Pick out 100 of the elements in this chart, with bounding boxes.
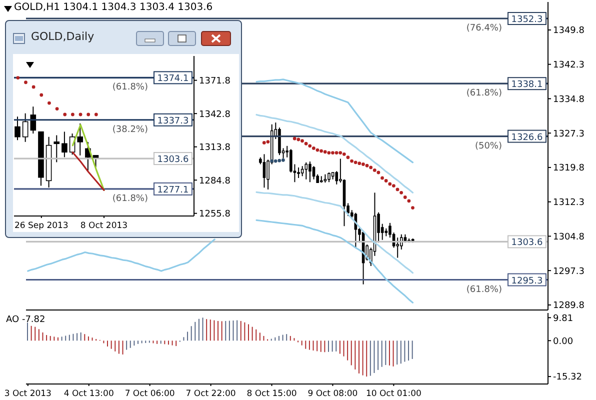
- point: [396, 188, 400, 192]
- y-tick-label: 1327.3: [553, 129, 584, 140]
- y-tick-label: 1319.8: [553, 164, 585, 174]
- point: [350, 159, 354, 163]
- ref-line-label: 1337.3: [157, 116, 189, 126]
- y-tick-label: 1312.3: [553, 198, 584, 208]
- annotation: (61.8%): [112, 194, 148, 204]
- line-series: [256, 78, 414, 164]
- point: [323, 150, 327, 154]
- y-tick-label: 1349.8: [553, 26, 585, 36]
- point: [32, 85, 36, 89]
- y-tick-label: 1313.8: [199, 143, 231, 154]
- point: [411, 206, 414, 210]
- y-tick-label: -15.32: [553, 372, 582, 383]
- x-tick-label: 3 Oct 2013: [4, 389, 52, 399]
- point: [312, 146, 316, 150]
- point: [346, 156, 350, 160]
- point: [334, 151, 338, 154]
- ref-line-label: 1295.3: [511, 276, 543, 286]
- y-tick-label: 1371.8: [199, 76, 231, 87]
- point: [266, 140, 270, 144]
- annotation: (38.2%): [112, 124, 148, 135]
- annotation: (61.8%): [466, 284, 502, 295]
- annotation: (61.8%): [112, 82, 148, 93]
- annotation: (50%): [474, 141, 502, 152]
- y-tick-label: 1289.8: [553, 301, 585, 312]
- point: [86, 112, 90, 116]
- point: [63, 112, 67, 116]
- candlestick: [278, 127, 281, 156]
- candlestick: [328, 172, 330, 183]
- x-tick-label: 4 Oct 13:00: [64, 389, 114, 399]
- y-tick-label: 1284.8: [199, 176, 231, 186]
- y-tick-label: 1304.8: [553, 232, 585, 242]
- ref-line-label: 1338.1: [511, 80, 543, 90]
- line-series: [256, 191, 414, 274]
- ref-line-label: 1277.1: [157, 185, 189, 196]
- point: [384, 179, 388, 182]
- point: [392, 184, 396, 188]
- x-tick-label: 9 Oct 08:00: [308, 389, 358, 399]
- y-tick-label: 1342.3: [553, 60, 584, 71]
- candlestick: [308, 161, 312, 183]
- line-series: [256, 114, 414, 194]
- x-tick-label: 10 Oct 01:00: [366, 389, 422, 399]
- x-tick-label: 8 Oct 2013: [80, 221, 128, 231]
- point: [296, 138, 300, 142]
- candlestick: [14, 116, 20, 141]
- point: [48, 101, 51, 105]
- x-tick-label: 26 Sep 2013: [14, 221, 68, 231]
- candlestick: [297, 166, 300, 178]
- point: [24, 80, 28, 84]
- annotation: (76.4%): [466, 24, 502, 34]
- candlestick: [312, 166, 316, 180]
- y-tick-label: 0.00: [553, 336, 574, 347]
- point: [78, 112, 82, 116]
- point: [94, 112, 98, 116]
- candlestick: [300, 166, 304, 177]
- point: [338, 151, 342, 154]
- ref-line-label: 1303.6: [511, 238, 544, 248]
- point: [403, 196, 407, 199]
- candlestick: [335, 170, 338, 185]
- point: [388, 182, 392, 186]
- ref-line-label: 1352.3: [511, 15, 543, 25]
- x-tick-label: 7 Oct 22:00: [186, 389, 236, 399]
- y-tick-label: 1342.8: [199, 110, 231, 120]
- chart-title: GOLD,Daily: [31, 30, 94, 43]
- point: [376, 170, 380, 174]
- candlestick: [400, 234, 403, 250]
- point: [316, 148, 320, 152]
- ref-line-label: 1303.6: [157, 155, 190, 166]
- point: [308, 144, 312, 148]
- annotation: (61.8%): [466, 88, 502, 99]
- point: [304, 142, 308, 146]
- point: [274, 159, 278, 163]
- candlestick: [62, 131, 68, 158]
- point: [55, 107, 59, 110]
- point: [270, 159, 274, 163]
- candlestick: [396, 237, 399, 258]
- point: [327, 151, 331, 154]
- point: [278, 158, 282, 162]
- chart-title: AO -7.82: [6, 315, 46, 325]
- point: [380, 176, 384, 180]
- point: [407, 199, 411, 203]
- candlestick: [22, 112, 28, 142]
- point: [331, 151, 334, 154]
- point: [362, 162, 365, 166]
- point: [400, 190, 403, 194]
- candlestick: [77, 122, 84, 156]
- candlestick: [304, 162, 308, 180]
- point: [358, 162, 362, 166]
- point: [320, 149, 323, 153]
- point: [365, 164, 369, 168]
- x-tick-label: 8 Oct 15:00: [246, 389, 297, 399]
- chart-title: GOLD,H1 1304.1 1304.3 1303.4 1303.6: [14, 2, 213, 13]
- point: [292, 136, 296, 140]
- ref-line-label: 1326.6: [511, 132, 544, 143]
- point: [71, 112, 74, 116]
- point: [342, 152, 346, 156]
- point: [372, 168, 376, 172]
- x-tick-label: 7 Oct 06:00: [124, 389, 175, 399]
- point: [369, 166, 373, 170]
